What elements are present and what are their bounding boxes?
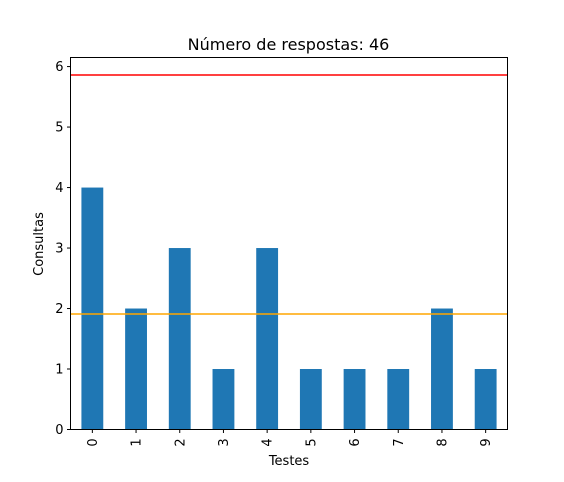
bar-8: [431, 308, 453, 430]
bar-2: [168, 248, 191, 430]
x-tick-label: 7: [392, 438, 407, 446]
y-tick-label: 4: [55, 181, 63, 196]
y-tick-label: 0: [55, 423, 63, 438]
y-tick-label: 2: [55, 302, 63, 317]
bar-5: [299, 369, 322, 430]
x-tick-label: 5: [304, 438, 319, 446]
plot-frame: [70, 57, 508, 430]
x-tick-label: 0: [86, 438, 101, 446]
y-tick-label: 5: [55, 121, 63, 136]
y-axis-label: Consultas: [32, 212, 47, 276]
x-tick-label: 6: [348, 438, 363, 446]
y-tick-label: 1: [55, 363, 63, 378]
chart-title: Número de respostas: 46: [188, 35, 390, 54]
x-tick-label: 3: [217, 438, 232, 446]
x-axis: 0 1 2 3 4 5 6 7 8 9: [86, 429, 494, 447]
x-axis-label: Testes: [268, 454, 310, 469]
bar-3: [212, 369, 235, 430]
bar-9: [474, 369, 497, 430]
x-tick-label: 4: [261, 438, 276, 446]
bar-4: [256, 248, 279, 430]
reference-lines: [70, 74, 508, 315]
x-tick-label: 2: [173, 438, 188, 446]
bar-7: [387, 369, 410, 430]
bars: [81, 187, 497, 430]
bar-6: [343, 369, 366, 430]
x-tick-label: 1: [130, 438, 145, 446]
x-tick-label: 9: [479, 438, 494, 446]
bar-0: [81, 187, 104, 430]
y-axis: 0 1 2 3 4 5 6: [55, 60, 71, 438]
x-tick-label: 8: [435, 438, 450, 446]
y-tick-label: 3: [55, 242, 63, 257]
bar-1: [125, 308, 147, 430]
y-tick-label: 6: [55, 60, 63, 75]
